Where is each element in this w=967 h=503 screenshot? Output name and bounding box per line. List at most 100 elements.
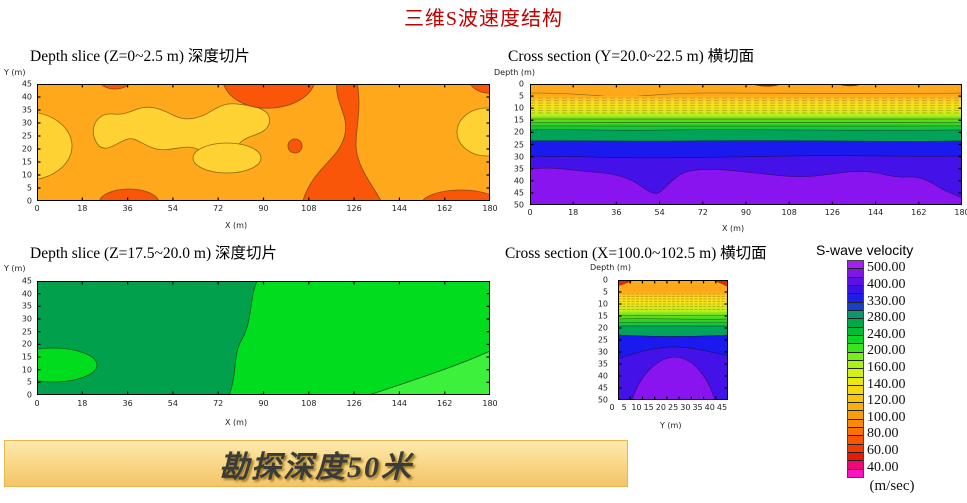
colorbar-segment bbox=[848, 377, 863, 387]
tick-label: 144 bbox=[391, 399, 408, 408]
tick-label: 30 bbox=[513, 152, 524, 162]
tick-label: 5 bbox=[26, 183, 32, 193]
contour-lines bbox=[530, 118, 962, 127]
y-tick-labels: 45 40 35 30 25 20 15 10 5 0 bbox=[8, 277, 34, 400]
tick-label: 0 bbox=[34, 204, 40, 213]
tick-label: 18 bbox=[77, 204, 88, 213]
tick-label: 90 bbox=[258, 204, 269, 213]
legend-value: 400.00 bbox=[867, 276, 906, 292]
tick-label: 35 bbox=[21, 301, 32, 311]
page-title: 三维S波速度结构 bbox=[403, 8, 564, 30]
tick-label: 40 bbox=[21, 289, 32, 299]
colorbar-segment bbox=[848, 427, 863, 437]
depth-banner-text: 勘探深度50米 bbox=[219, 450, 413, 484]
tick-label: 0 bbox=[26, 390, 32, 400]
colorbar-segment bbox=[848, 461, 863, 470]
tick-label: 25 bbox=[668, 403, 679, 412]
tick-label: 45 bbox=[597, 383, 608, 393]
legend-value: 500.00 bbox=[867, 260, 906, 276]
tick-label: 50 bbox=[597, 395, 608, 405]
tick-label: 36 bbox=[122, 399, 133, 408]
legend-value: 330.00 bbox=[867, 293, 906, 309]
colorbar-segment bbox=[848, 344, 863, 353]
y-axis-label: Depth (m) bbox=[590, 263, 631, 272]
legend-title: S-wave velocity bbox=[816, 242, 914, 258]
legend-value: 200.00 bbox=[867, 343, 906, 359]
y-axis-label: Y (m) bbox=[4, 264, 26, 273]
tick-label: 45 bbox=[21, 276, 32, 286]
colorbar-segment bbox=[848, 286, 863, 295]
colorbar-segment bbox=[848, 452, 863, 462]
colorbar-segment bbox=[848, 336, 863, 345]
tick-label: 35 bbox=[597, 359, 608, 369]
colorbar-segment bbox=[848, 269, 863, 278]
tick-label: 45 bbox=[716, 403, 728, 412]
legend-value: 240.00 bbox=[867, 326, 906, 342]
legend-value: 140.00 bbox=[867, 376, 906, 392]
legend-value: 280.00 bbox=[867, 310, 906, 326]
tick-label: 45 bbox=[21, 79, 32, 89]
tick-label: 54 bbox=[654, 208, 665, 217]
y-tick-labels: 0 5 10 15 20 25 30 35 40 45 50 bbox=[502, 80, 526, 210]
tick-label: 180 bbox=[482, 204, 498, 213]
tick-label: 162 bbox=[437, 204, 453, 213]
tick-label: 25 bbox=[597, 335, 608, 345]
x-tick-labels: 0 18 36 54 72 90 108 126 144 162 180 bbox=[34, 204, 497, 214]
tick-label: 36 bbox=[122, 204, 133, 213]
y-axis-label: Y (m) bbox=[4, 68, 26, 77]
colorbar-segment bbox=[848, 261, 863, 270]
tick-label: 5 bbox=[26, 377, 32, 387]
tick-label: 5 bbox=[518, 91, 524, 101]
depth-slice-z17-plot bbox=[37, 281, 490, 395]
tick-label: 45 bbox=[513, 188, 524, 198]
tick-label: 5 bbox=[621, 403, 627, 412]
colorbar-segment bbox=[848, 302, 863, 312]
tick-label: 0 bbox=[609, 403, 615, 412]
y-axis-label: Depth (m) bbox=[494, 68, 535, 77]
tick-label: 40 bbox=[513, 176, 524, 186]
x-tick-labels: 0 18 36 54 72 90 108 126 144 162 180 bbox=[527, 208, 967, 218]
tick-label: 54 bbox=[167, 399, 178, 408]
tick-label: 54 bbox=[167, 204, 178, 213]
tick-label: 108 bbox=[301, 204, 317, 213]
y-tick-labels: 45 40 35 30 25 20 15 10 5 0 bbox=[8, 80, 34, 206]
tick-label: 72 bbox=[697, 208, 708, 217]
contour-lines bbox=[530, 97, 962, 114]
tick-label: 25 bbox=[21, 131, 32, 141]
tick-label: 0 bbox=[602, 275, 608, 285]
tick-label: 72 bbox=[213, 204, 224, 213]
tick-label: 30 bbox=[21, 118, 32, 128]
tick-label: 20 bbox=[21, 339, 32, 349]
tick-label: 40 bbox=[21, 92, 32, 102]
tick-label: 30 bbox=[597, 347, 608, 357]
x-axis-label: X (m) bbox=[225, 418, 248, 427]
depth-slice-z0-plot bbox=[37, 84, 490, 201]
tick-label: 0 bbox=[26, 196, 32, 206]
tick-label: 10 bbox=[21, 170, 32, 180]
tick-label: 0 bbox=[527, 208, 533, 217]
tick-label: 144 bbox=[867, 208, 884, 217]
tick-label: 0 bbox=[34, 399, 40, 408]
legend-value: 60.00 bbox=[867, 443, 899, 459]
tick-label: 50 bbox=[513, 200, 524, 210]
contour-lines bbox=[618, 293, 728, 310]
x-tick-labels: 0 18 36 54 72 90 108 126 144 162 180 bbox=[34, 399, 497, 409]
colorbar-segment bbox=[848, 411, 863, 420]
tick-label: 162 bbox=[911, 208, 927, 217]
tick-label: 40 bbox=[704, 403, 715, 412]
tick-label: 18 bbox=[568, 208, 579, 217]
tick-label: 180 bbox=[954, 208, 967, 217]
tick-label: 18 bbox=[77, 399, 88, 408]
colorbar-segment bbox=[848, 469, 863, 477]
legend-value: 160.00 bbox=[867, 360, 906, 375]
tick-label: 144 bbox=[391, 204, 408, 213]
legend-value: 80.00 bbox=[867, 426, 899, 442]
legend-value: 40.00 bbox=[867, 459, 899, 475]
tick-label: 25 bbox=[21, 327, 32, 337]
tick-label: 20 bbox=[597, 323, 608, 333]
colorbar-segment bbox=[848, 394, 863, 403]
tick-label: 35 bbox=[21, 105, 32, 115]
tick-label: 10 bbox=[21, 365, 32, 375]
tick-label: 20 bbox=[655, 403, 666, 412]
